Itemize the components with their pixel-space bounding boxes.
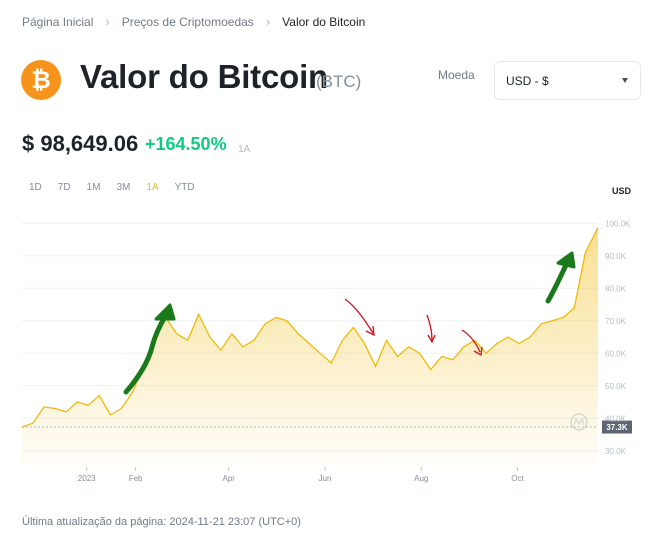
chevron-right-icon: ›	[265, 14, 271, 29]
green-arrow-up-icon	[123, 312, 169, 395]
range-1d[interactable]: 1D	[29, 182, 42, 193]
chevron-right-icon: ›	[105, 14, 110, 29]
range-ytd[interactable]: YTD	[174, 182, 195, 193]
red-arrowhead-icon	[473, 346, 483, 357]
hand-drawn-annotations	[123, 251, 576, 395]
page-title: Valor do Bitcoin	[80, 58, 328, 95]
green-arrowhead-icon	[154, 303, 176, 321]
y-tick-label: 80.0K	[605, 284, 627, 293]
red-arrow-down-icon	[461, 329, 481, 353]
price-area	[22, 227, 598, 467]
breadcrumb: Página Inicial › Preços de Criptomoedas …	[22, 14, 365, 29]
svg-text:₿: ₿	[31, 67, 51, 94]
x-tick-label: Aug	[414, 474, 428, 483]
currency-label: Moeda	[438, 68, 475, 82]
caret-down-icon	[622, 78, 628, 83]
y-tick-label: 70.0K	[605, 317, 627, 326]
green-arrowhead-icon	[556, 251, 576, 269]
range-1m[interactable]: 1M	[86, 182, 101, 193]
red-arrow-down-icon	[344, 298, 374, 334]
last-updated: Última atualização da página: 2024-11-21…	[22, 516, 301, 528]
range-selector: 1D 7D 1M 3M 1A YTD	[29, 182, 211, 193]
y-tick-label: 60.0K	[605, 349, 627, 358]
x-tick-label: Apr	[223, 474, 236, 483]
range-3m[interactable]: 3M	[116, 182, 131, 193]
baseline-tag: 37.3K	[602, 420, 632, 434]
price-line	[21, 227, 599, 428]
green-arrow-up-icon	[545, 258, 571, 304]
breadcrumb-home[interactable]: Página Inicial	[22, 14, 94, 29]
range-7d[interactable]: 7D	[57, 182, 71, 193]
chart-unit-label: USD	[612, 186, 632, 196]
ticker-symbol: (BTC)	[316, 72, 362, 91]
range-1a[interactable]: 1A	[146, 182, 159, 193]
price-change: +164.50%	[145, 134, 227, 154]
y-tick-label: 50.0K	[605, 382, 627, 391]
breadcrumb-crypto-prices[interactable]: Preços de Criptomoedas	[121, 14, 254, 29]
currency-select[interactable]: USD - $	[494, 61, 641, 100]
red-arrow-down-icon	[426, 314, 433, 341]
current-price: $ 98,649.06	[22, 131, 139, 156]
x-tick-label: 2023	[78, 474, 96, 483]
y-axis-labels: 30.0K 40.0K 50.0K 60.0K 70.0K 80.0K 90.0K 100.0…	[605, 219, 631, 456]
y-tick-label: 100.0K	[605, 219, 631, 228]
red-arrowhead-icon	[365, 325, 375, 337]
x-axis-labels: 2023 Feb Apr Jun Aug Oct	[78, 467, 525, 483]
x-tick-label: Feb	[129, 474, 143, 483]
bitcoin-logo-icon: ₿	[21, 60, 61, 100]
baseline-label: 37.3K	[606, 423, 628, 432]
price-chart[interactable]: 37.3K 30.0K 40.0K 50.0K 60.0K 70.0K 80.0K 90.0…	[0, 195, 654, 495]
y-tick-label: 30.0K	[605, 447, 627, 456]
red-arrowhead-icon	[427, 334, 436, 344]
y-tick-label: 40.0K	[605, 414, 627, 423]
y-tick-label: 90.0K	[605, 252, 627, 261]
currency-select-value: USD - $	[506, 74, 549, 88]
watermark-icon	[570, 413, 588, 431]
x-tick-label: Jun	[319, 474, 332, 483]
breadcrumb-current: Valor do Bitcoin	[282, 14, 366, 29]
x-tick-label: Oct	[511, 474, 524, 483]
change-period: 1A	[238, 144, 251, 155]
